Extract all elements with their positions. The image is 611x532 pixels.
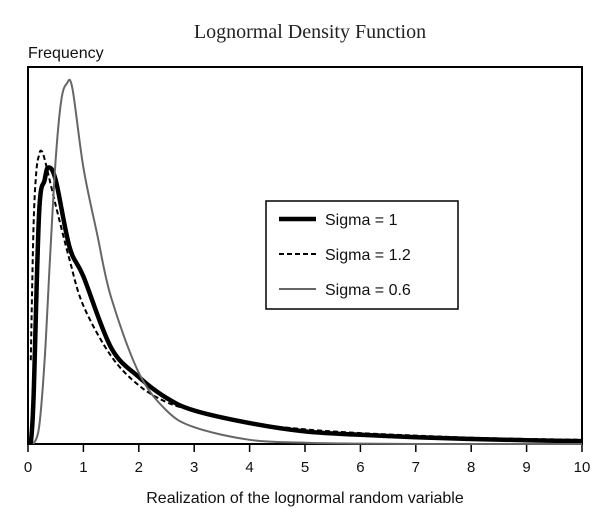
legend-label: Sigma = 0.6 [325, 282, 411, 299]
legend-label: Sigma = 1 [325, 212, 398, 229]
x-tick-label: 10 [574, 459, 591, 476]
x-tick-label: 1 [79, 459, 87, 476]
y-axis-label: Frequency [28, 45, 104, 62]
x-tick-label: 3 [190, 459, 198, 476]
chart-title: Lognormal Density Function [194, 21, 426, 43]
series-line-3 [32, 78, 582, 446]
legend-label: Sigma = 1.2 [325, 247, 411, 264]
x-axis-ticks: 0 1 2 3 4 5 6 7 8 9 10 [24, 444, 591, 476]
x-tick-label: 7 [412, 459, 420, 476]
legend: Sigma = 1 Sigma = 1.2 Sigma = 0.6 [265, 200, 459, 310]
x-axis-label: Realization of the lognormal random vari… [146, 490, 464, 507]
x-tick-label: 2 [135, 459, 143, 476]
x-tick-label: 4 [245, 459, 253, 476]
x-tick-label: 0 [24, 459, 32, 476]
x-tick-label: 8 [467, 459, 475, 476]
x-tick-label: 9 [522, 459, 530, 476]
x-tick-label: 6 [356, 459, 364, 476]
series-line-1 [28, 165, 583, 445]
x-tick-label: 5 [301, 459, 309, 476]
series-line-2 [29, 149, 583, 441]
series-lines [28, 78, 583, 446]
